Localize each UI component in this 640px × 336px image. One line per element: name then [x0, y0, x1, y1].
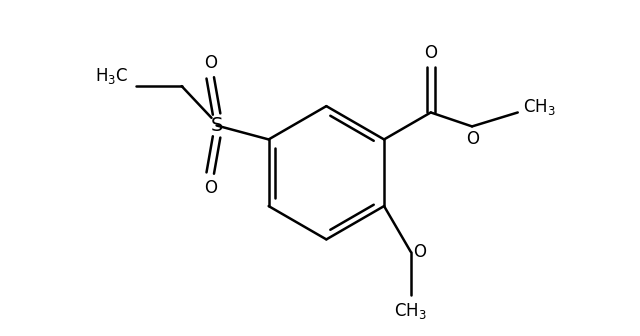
Text: H$_3$C: H$_3$C — [95, 66, 129, 86]
Text: O: O — [204, 179, 217, 198]
Text: O: O — [204, 53, 217, 72]
Text: O: O — [413, 243, 426, 261]
Text: O: O — [466, 130, 479, 148]
Text: CH$_3$: CH$_3$ — [394, 301, 427, 321]
Text: CH$_3$: CH$_3$ — [523, 97, 556, 117]
Text: S: S — [211, 116, 223, 135]
Text: O: O — [424, 44, 437, 62]
